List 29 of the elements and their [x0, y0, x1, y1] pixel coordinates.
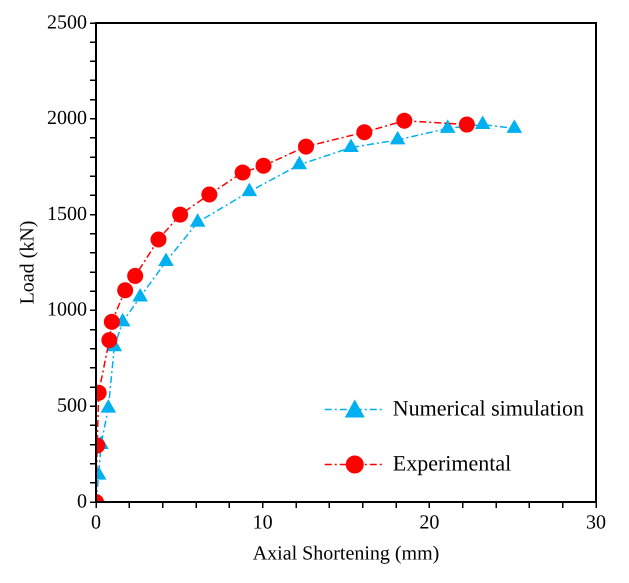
- x-tick-label: 20: [419, 511, 440, 534]
- y-tick-label: 0: [77, 490, 87, 512]
- point: [127, 268, 144, 284]
- x-tick-label: 10: [252, 511, 273, 534]
- point: [158, 252, 174, 266]
- point: [201, 186, 218, 202]
- x-axis-title: Axial Shortening (mm): [252, 542, 440, 564]
- legend-label: Numerical simulation: [392, 395, 584, 420]
- y-axis-title: Load (kN): [16, 220, 38, 304]
- point: [234, 164, 251, 180]
- point: [150, 232, 166, 248]
- point: [100, 399, 116, 413]
- point: [396, 112, 412, 129]
- y-tick-label: 1000: [47, 298, 87, 321]
- point: [356, 124, 372, 140]
- legend-label: Experimental: [392, 450, 512, 476]
- point: [132, 288, 148, 302]
- point: [104, 314, 120, 330]
- point: [172, 206, 188, 223]
- y-tick-label: 2000: [47, 107, 87, 130]
- x-tick-label: 30: [586, 511, 606, 534]
- point: [458, 116, 475, 133]
- point: [117, 282, 134, 298]
- y-tick-label: 1500: [47, 202, 87, 225]
- point: [298, 138, 314, 155]
- point: [256, 158, 272, 174]
- x-tick-label: 0: [91, 511, 101, 534]
- y-tick-label: 2500: [47, 11, 87, 34]
- y-tick-label: 500: [57, 394, 87, 416]
